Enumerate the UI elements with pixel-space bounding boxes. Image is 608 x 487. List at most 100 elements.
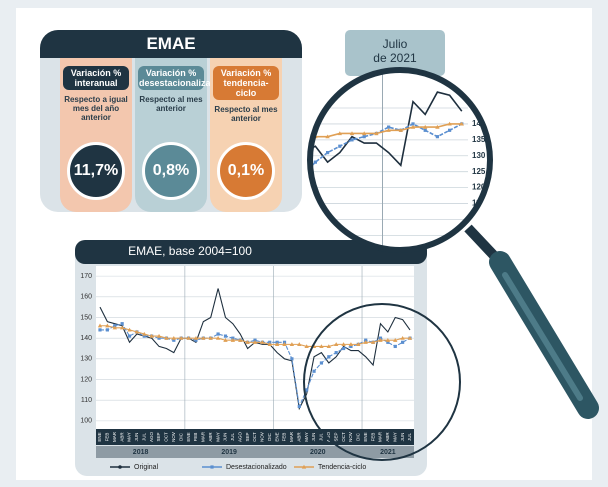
marker: [327, 355, 331, 359]
marker: [386, 128, 391, 132]
x-tick-label: JUN: [400, 433, 405, 442]
x-tick-label: MAY: [435, 268, 441, 281]
marker: [333, 342, 339, 346]
x-tick-label: DIC: [356, 432, 361, 441]
marker: [171, 335, 177, 340]
value: 0,8%: [142, 142, 200, 200]
column: Variación % tendencia-ciclo Respecto al …: [210, 58, 282, 212]
y-tick-label: 100: [80, 418, 92, 425]
x-tick-label: AGO: [149, 432, 154, 443]
marker: [260, 340, 265, 344]
x-tick-label: JUL: [141, 433, 146, 441]
marker: [313, 160, 317, 164]
x-tick-label: MAY: [304, 432, 309, 441]
x-tick-label: FEB: [105, 433, 110, 442]
marker: [210, 465, 214, 469]
marker: [423, 124, 428, 129]
marker: [186, 335, 191, 340]
marker: [297, 342, 302, 346]
marker: [334, 351, 338, 355]
x-tick-label: ENE: [97, 432, 102, 441]
y-tick-label: 110: [81, 397, 92, 404]
plot-area: [96, 266, 414, 429]
marker: [349, 344, 353, 349]
x-tick-label: OCT: [252, 432, 257, 442]
marker: [326, 150, 330, 155]
marker: [105, 323, 110, 328]
marker: [435, 124, 440, 129]
marker: [341, 342, 346, 346]
x-tick-label: JUN: [223, 433, 228, 442]
x-tick-label: JUN: [447, 268, 453, 280]
year-label: 2018: [133, 449, 149, 456]
year-label: 2019: [221, 449, 237, 456]
lens-bg: [312, 72, 488, 248]
marker: [164, 335, 169, 340]
x-tick-label: ABR: [296, 432, 301, 442]
x-tick-label: OCT: [341, 432, 346, 442]
marker: [157, 336, 161, 340]
x-tick-label: FEB: [370, 433, 375, 442]
marker: [341, 346, 346, 351]
marker: [289, 342, 295, 346]
lens-rim: [307, 67, 493, 253]
y-tick-label: 120: [80, 376, 92, 383]
marker: [386, 340, 390, 344]
marker: [201, 335, 206, 340]
marker: [393, 344, 397, 349]
x-tick-label: MAY: [127, 432, 132, 441]
legend-label: Desestacionalizado: [226, 464, 287, 471]
year-band: [96, 446, 414, 458]
marker: [134, 329, 140, 334]
x-tick-label: MAR: [112, 431, 117, 442]
marker: [97, 323, 103, 328]
marker: [338, 144, 342, 148]
marker: [289, 134, 293, 138]
x-tick-label: OCT: [164, 432, 169, 442]
subheading: Respecto al mes anterior: [139, 95, 203, 113]
marker: [301, 464, 307, 469]
marker: [393, 338, 398, 342]
marker: [448, 128, 452, 132]
marker: [105, 328, 109, 332]
chart-title: EMAE, base 2004=100: [128, 244, 252, 258]
marker: [172, 338, 176, 342]
marker: [459, 121, 464, 126]
marker: [193, 335, 199, 340]
x-tick-label: NOV: [171, 432, 176, 442]
column: Variación % desestacionalizada Respecto …: [135, 58, 221, 212]
heading: Variación % tendencia-ciclo: [213, 66, 279, 100]
x-tick-label: SEP: [333, 432, 338, 441]
marker: [337, 131, 342, 136]
marker: [348, 342, 354, 346]
marker: [149, 333, 154, 338]
marker: [297, 404, 301, 408]
summary-card: EMAE Variación % interanual Respecto a i…: [40, 30, 302, 212]
y-tick-label: 140: [472, 119, 486, 128]
focus-ring: [303, 303, 461, 461]
marker: [230, 338, 236, 342]
y-tick-label: 170: [80, 273, 92, 280]
marker: [156, 333, 162, 338]
marker: [252, 340, 258, 344]
x-tick-label: DIC: [178, 432, 183, 441]
marker: [267, 342, 272, 346]
marker: [374, 131, 379, 136]
x-tick-label: ENE: [274, 432, 279, 441]
series-line: [312, 91, 463, 211]
marker: [301, 134, 305, 138]
marker: [447, 121, 452, 126]
subheading: Respecto al mes anterior: [214, 105, 278, 123]
marker: [208, 335, 213, 340]
marker: [387, 125, 391, 129]
x-tick-label: JUL: [319, 433, 324, 441]
legend-label: Tendencia-ciclo: [318, 464, 366, 471]
x-tick-label: SEP: [245, 432, 250, 441]
x-tick-label: AGO: [237, 432, 242, 443]
x-tick-label: SEP: [156, 432, 161, 441]
legend-label: Original: [134, 464, 159, 471]
marker: [325, 134, 330, 139]
x-tick-label: MAR: [201, 431, 206, 442]
y-tick-label: 120: [472, 183, 486, 192]
marker: [302, 173, 305, 176]
